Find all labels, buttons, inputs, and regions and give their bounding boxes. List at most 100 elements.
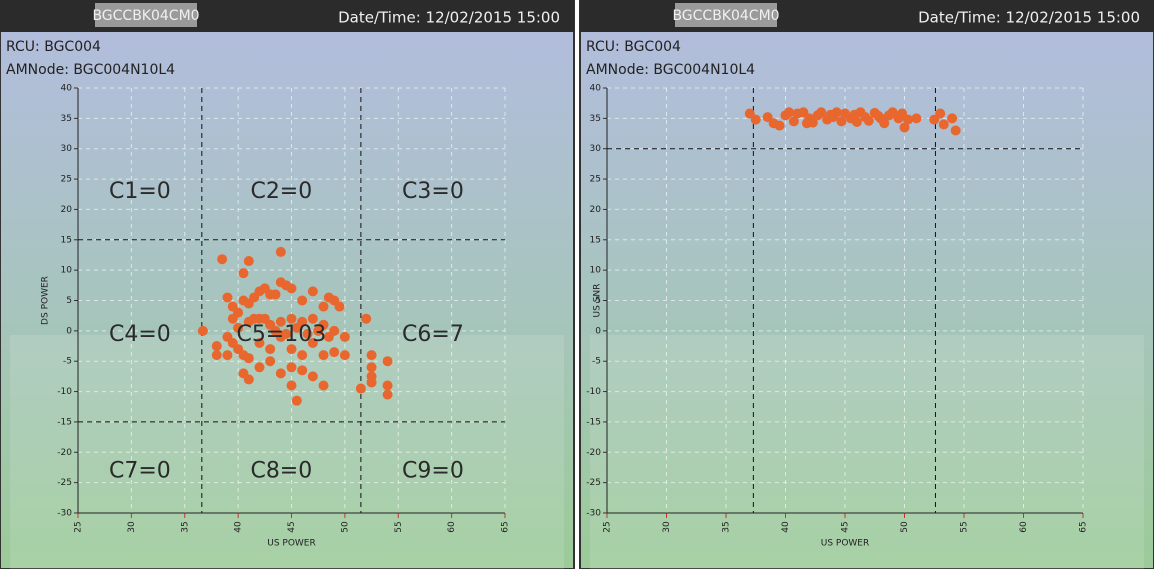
point <box>307 371 318 382</box>
point <box>217 254 228 265</box>
point <box>286 283 297 294</box>
point <box>382 356 393 367</box>
point <box>339 350 350 361</box>
point <box>879 118 890 129</box>
point <box>254 338 265 348</box>
region-count: C3=0 <box>402 179 464 204</box>
point <box>286 362 297 373</box>
point <box>339 331 350 342</box>
region-count: C2=0 <box>250 179 312 204</box>
device-box <box>675 3 777 27</box>
y-tick-label: -10 <box>57 387 72 397</box>
point <box>227 313 238 324</box>
device-id: BGCCBK04CM0 <box>92 8 199 24</box>
y-tick-label: 35 <box>61 114 72 124</box>
y-tick-label: 25 <box>61 175 72 185</box>
panel-bg <box>579 0 1154 569</box>
datetime: Date/Time: 12/02/2015 15:00 <box>918 9 1140 27</box>
point <box>243 374 254 385</box>
point <box>897 108 908 119</box>
y-tick-label: -15 <box>586 417 601 427</box>
point <box>291 395 302 406</box>
y-tick-label: 40 <box>61 84 73 94</box>
x-tick-label: 55 <box>960 521 970 532</box>
point <box>366 377 377 388</box>
point <box>366 350 377 361</box>
point <box>233 322 244 333</box>
point <box>950 125 961 136</box>
region-count: C9=0 <box>402 458 464 483</box>
x-tick-label: 65 <box>501 521 511 532</box>
point <box>849 109 860 120</box>
y-tick-label: 15 <box>590 235 601 245</box>
y-tick-label: 25 <box>590 175 601 185</box>
y-tick-label: -10 <box>586 387 601 397</box>
y-tick-label: -5 <box>63 357 72 367</box>
point <box>788 116 799 127</box>
point <box>270 289 281 300</box>
y-tick-label: 40 <box>590 84 602 94</box>
point <box>270 325 281 336</box>
point <box>329 347 340 358</box>
panel: BGCCBK04CM0 Date/Time: 12/02/2015 15:00 RC… <box>0 0 575 569</box>
y-tick-label: 30 <box>590 144 602 154</box>
y-tick-label: 30 <box>61 144 73 154</box>
point <box>291 322 302 333</box>
point <box>382 389 393 400</box>
point <box>323 331 334 342</box>
y-tick-label: 5 <box>66 296 72 306</box>
point <box>355 383 366 394</box>
device-id: BGCCBK04CM0 <box>672 8 779 24</box>
point <box>286 344 297 355</box>
x-tick-label: 60 <box>1019 521 1029 533</box>
point <box>275 246 286 257</box>
point <box>801 118 812 129</box>
x-tick-label: 35 <box>722 521 732 532</box>
point <box>222 292 233 303</box>
x-tick-label: 40 <box>234 521 244 533</box>
amnode: AMNode: BGC004N10L4 <box>6 62 175 78</box>
point <box>297 295 308 306</box>
region-count: C7=0 <box>109 458 171 483</box>
y-tick-label: 0 <box>595 326 601 336</box>
point <box>836 116 847 127</box>
point <box>873 110 884 121</box>
point <box>825 109 836 120</box>
point <box>366 362 377 373</box>
x-tick-label: 30 <box>662 521 672 533</box>
region-count: C6=7 <box>402 322 464 347</box>
region-count: C1=0 <box>109 179 171 204</box>
point <box>286 313 297 324</box>
point <box>238 268 249 279</box>
y-axis-label: US SNR <box>593 284 603 318</box>
y-tick-label: 10 <box>590 266 602 276</box>
y-tick-label: 20 <box>590 205 602 215</box>
point <box>197 325 208 336</box>
panel: BGCCBK04CM0 Date/Time: 12/02/2015 15:00 RC… <box>579 0 1154 569</box>
x-axis-label: US POWER <box>267 539 316 549</box>
x-tick-label: 55 <box>394 521 404 532</box>
point <box>307 286 318 297</box>
y-tick-label: 5 <box>595 296 601 306</box>
point <box>265 356 276 367</box>
x-tick-label: 25 <box>74 521 84 532</box>
point <box>307 338 318 348</box>
point <box>254 362 265 373</box>
point <box>281 328 292 339</box>
y-tick-label: 10 <box>61 266 73 276</box>
point <box>382 380 393 391</box>
region-count: C4=0 <box>109 322 171 347</box>
rcu: RCU: BGC004 <box>586 39 681 55</box>
x-tick-label: 45 <box>841 521 851 532</box>
point <box>243 256 254 267</box>
y-tick-label: -25 <box>57 478 72 488</box>
datetime: Date/Time: 12/02/2015 15:00 <box>338 9 560 27</box>
point <box>265 344 276 355</box>
point <box>899 122 910 133</box>
y-tick-label: 0 <box>66 326 72 336</box>
device-box <box>95 3 197 27</box>
rcu: RCU: BGC004 <box>6 39 101 55</box>
y-tick-label: -30 <box>586 509 601 519</box>
